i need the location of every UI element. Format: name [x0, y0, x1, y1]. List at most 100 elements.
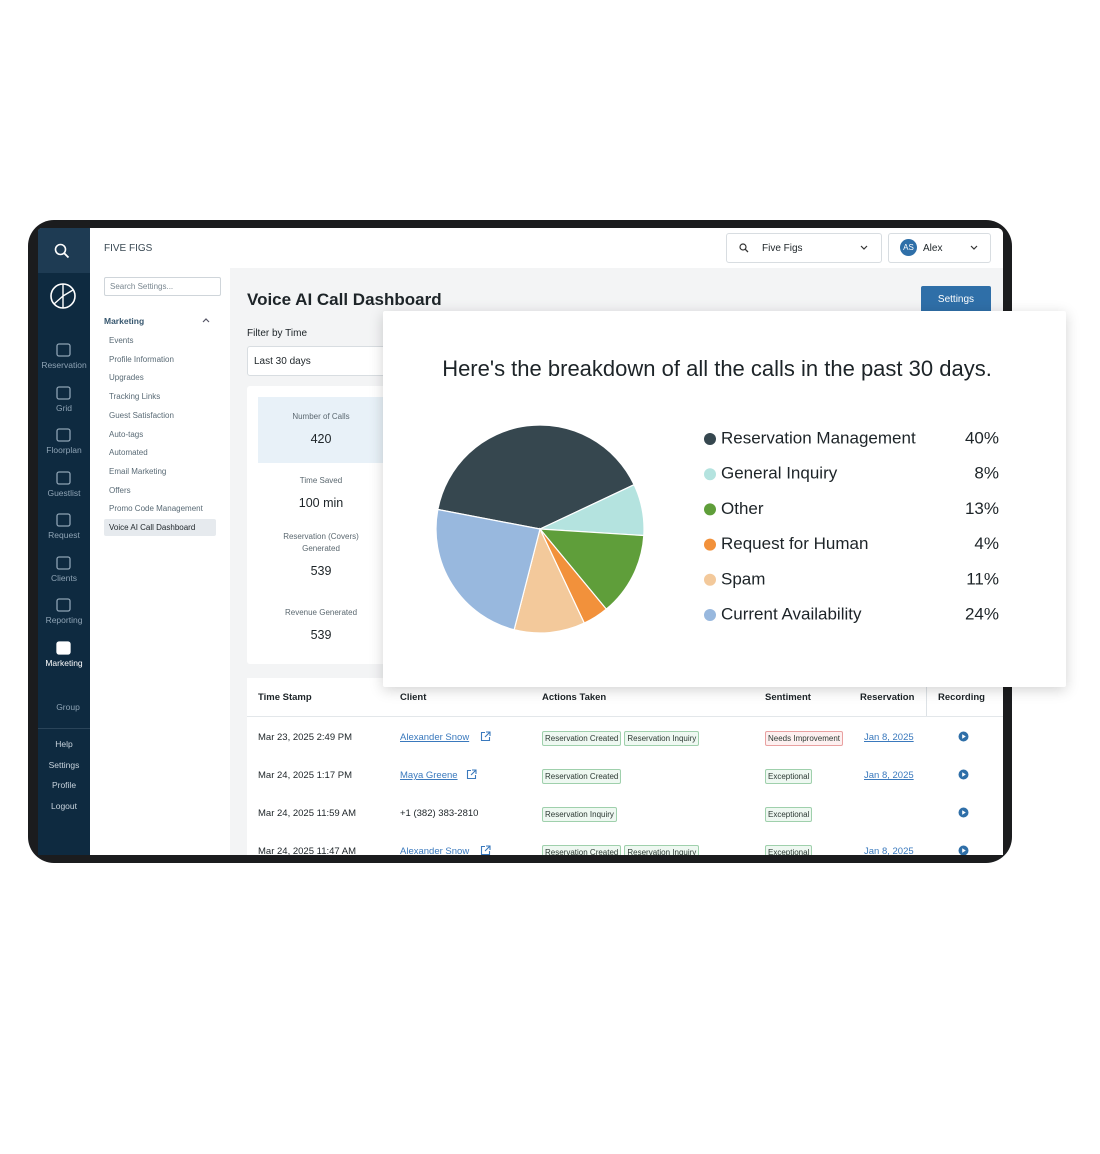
sidebar-link[interactable]: Profile	[51, 780, 77, 790]
actions: Reservation Created	[542, 766, 624, 784]
collapse-icon	[202, 318, 210, 323]
nav-item[interactable]: Offers	[109, 485, 131, 495]
search-button[interactable]	[38, 228, 90, 273]
column-header: Actions Taken	[542, 692, 607, 703]
actions: Reservation Created Reservation Inquiry	[542, 842, 702, 855]
external-link-icon[interactable]	[480, 845, 491, 855]
sidebar-item[interactable]: Reservation	[41, 360, 87, 370]
icon-shape	[56, 428, 71, 442]
chevron	[860, 245, 868, 250]
stat-label: Reservation (Covers) Generated	[283, 532, 359, 553]
reservation-link[interactable]: Jan 8, 2025	[864, 732, 914, 743]
action-tag: Reservation Inquiry	[542, 807, 617, 822]
stat-value: 539	[310, 628, 332, 642]
filter-label: Filter by Time	[247, 328, 308, 339]
icon-shape	[56, 641, 71, 655]
user-name: Alex	[923, 243, 943, 254]
icon-shape	[56, 513, 71, 527]
sentiment-tag: Exceptional	[765, 845, 813, 855]
sidebar-link[interactable]: Help	[55, 739, 73, 749]
nav-item[interactable]: Tracking Links	[109, 392, 161, 402]
nav-item[interactable]: Voice AI Call Dashboard	[109, 523, 196, 532]
sidebar-item[interactable]: Request	[48, 530, 80, 540]
sidebar-item[interactable]: Guestlist	[47, 488, 81, 498]
brand: FIVE FIGS	[104, 243, 153, 254]
venue-select[interactable]: Five Figs	[726, 233, 882, 263]
chevron	[970, 245, 978, 250]
nav-item[interactable]: Auto-tags	[109, 429, 144, 439]
sidebar-link[interactable]: Settings	[48, 759, 80, 770]
sidebar-item[interactable]: Clients	[51, 573, 77, 583]
venue-name: Five Figs	[762, 243, 803, 254]
user-menu[interactable]: AS Alex	[888, 233, 991, 263]
action-tag: Reservation Created	[542, 731, 622, 746]
reservation-link[interactable]: Jan 8, 2025	[864, 846, 914, 855]
legend-swatch	[704, 573, 716, 586]
sentiment-tag: Exceptional	[765, 807, 813, 822]
nav-section[interactable]: Marketing	[104, 316, 145, 326]
divider	[38, 728, 90, 729]
sentiment-tag: Needs Improvement	[765, 731, 844, 746]
play-button[interactable]	[958, 807, 969, 818]
sentiment: Exceptional	[765, 842, 815, 855]
settings-search[interactable]: Search Settings...	[104, 277, 221, 296]
sidebar-group[interactable]: Group	[56, 702, 80, 712]
nav-item[interactable]: Upgrades	[109, 373, 144, 383]
icon-shape	[56, 386, 71, 400]
settings-button[interactable]: Settings	[921, 286, 991, 314]
filter-select[interactable]: Last 30 days	[247, 346, 409, 376]
nav-item[interactable]: Automated	[109, 448, 148, 458]
sidebar-item[interactable]: Reporting	[45, 615, 83, 625]
client[interactable]: Alexander Snow	[400, 732, 470, 743]
nav-item[interactable]: Email Marketing	[109, 466, 167, 476]
sidebar-item[interactable]: Marketing	[45, 658, 83, 668]
chart-title: Here's the breakdown of all the calls in…	[442, 356, 992, 381]
stat-label: Revenue Generated	[284, 608, 358, 617]
time-stamp: Mar 23, 2025 2:49 PM	[258, 732, 352, 743]
play-button[interactable]	[958, 731, 969, 742]
column-header: Client	[400, 692, 427, 703]
reservation-link[interactable]: Jan 8, 2025	[864, 770, 914, 781]
stat-value: 539	[310, 564, 332, 578]
external-link-icon[interactable]	[466, 769, 477, 780]
legend-label: Other	[721, 499, 764, 518]
external-link-icon[interactable]	[480, 731, 491, 742]
client[interactable]: Alexander Snow	[400, 846, 470, 855]
sentiment: Needs Improvement	[765, 728, 846, 746]
actions: Reservation Created Reservation Inquiry	[542, 728, 702, 746]
action-tag: Reservation Inquiry	[624, 845, 700, 855]
nav-item[interactable]: Guest Satisfaction	[109, 410, 174, 420]
column-header: Reservation	[860, 692, 915, 703]
client[interactable]: Maya Greene	[400, 770, 458, 781]
value-label: 40%	[965, 428, 999, 447]
sidebar-link[interactable]: Logout	[51, 800, 77, 811]
value-label: 13%	[965, 499, 999, 518]
legend-swatch	[704, 433, 716, 445]
nav-item[interactable]: Profile Information	[109, 354, 174, 364]
pie-chart: Here's the breakdown of all the calls in…	[435, 356, 999, 634]
sidebar-item[interactable]: Floorplan	[46, 445, 82, 455]
action-tag: Reservation Created	[542, 845, 622, 855]
search-icon	[739, 243, 749, 253]
play-button[interactable]	[958, 845, 969, 855]
icon-shape	[56, 471, 71, 485]
nav-icon	[56, 641, 71, 655]
top-bar: Five Figs AS Alex	[230, 228, 1003, 268]
icon-shape	[56, 343, 71, 357]
nav-icon	[56, 471, 71, 485]
play-button[interactable]	[958, 769, 969, 780]
action-tag: Reservation Created	[542, 769, 622, 784]
sidebar-item[interactable]: Grid	[55, 403, 73, 413]
pie-slice	[435, 508, 541, 631]
sentiment: Exceptional	[765, 766, 815, 784]
pie-slice	[538, 528, 645, 610]
nav-icon	[56, 343, 71, 357]
calls-table: Time Stamp Client Actions Taken Sentiment Re…	[247, 678, 1003, 855]
nav-item[interactable]: Promo Code Management	[109, 504, 203, 514]
logo	[50, 283, 76, 309]
icon-shape	[962, 772, 966, 777]
legend-label: Spam	[721, 569, 765, 588]
time-stamp: Mar 24, 2025 1:17 PM	[258, 770, 352, 781]
nav-item[interactable]: Events	[109, 336, 134, 345]
legend-label: Current Availability	[721, 604, 862, 623]
